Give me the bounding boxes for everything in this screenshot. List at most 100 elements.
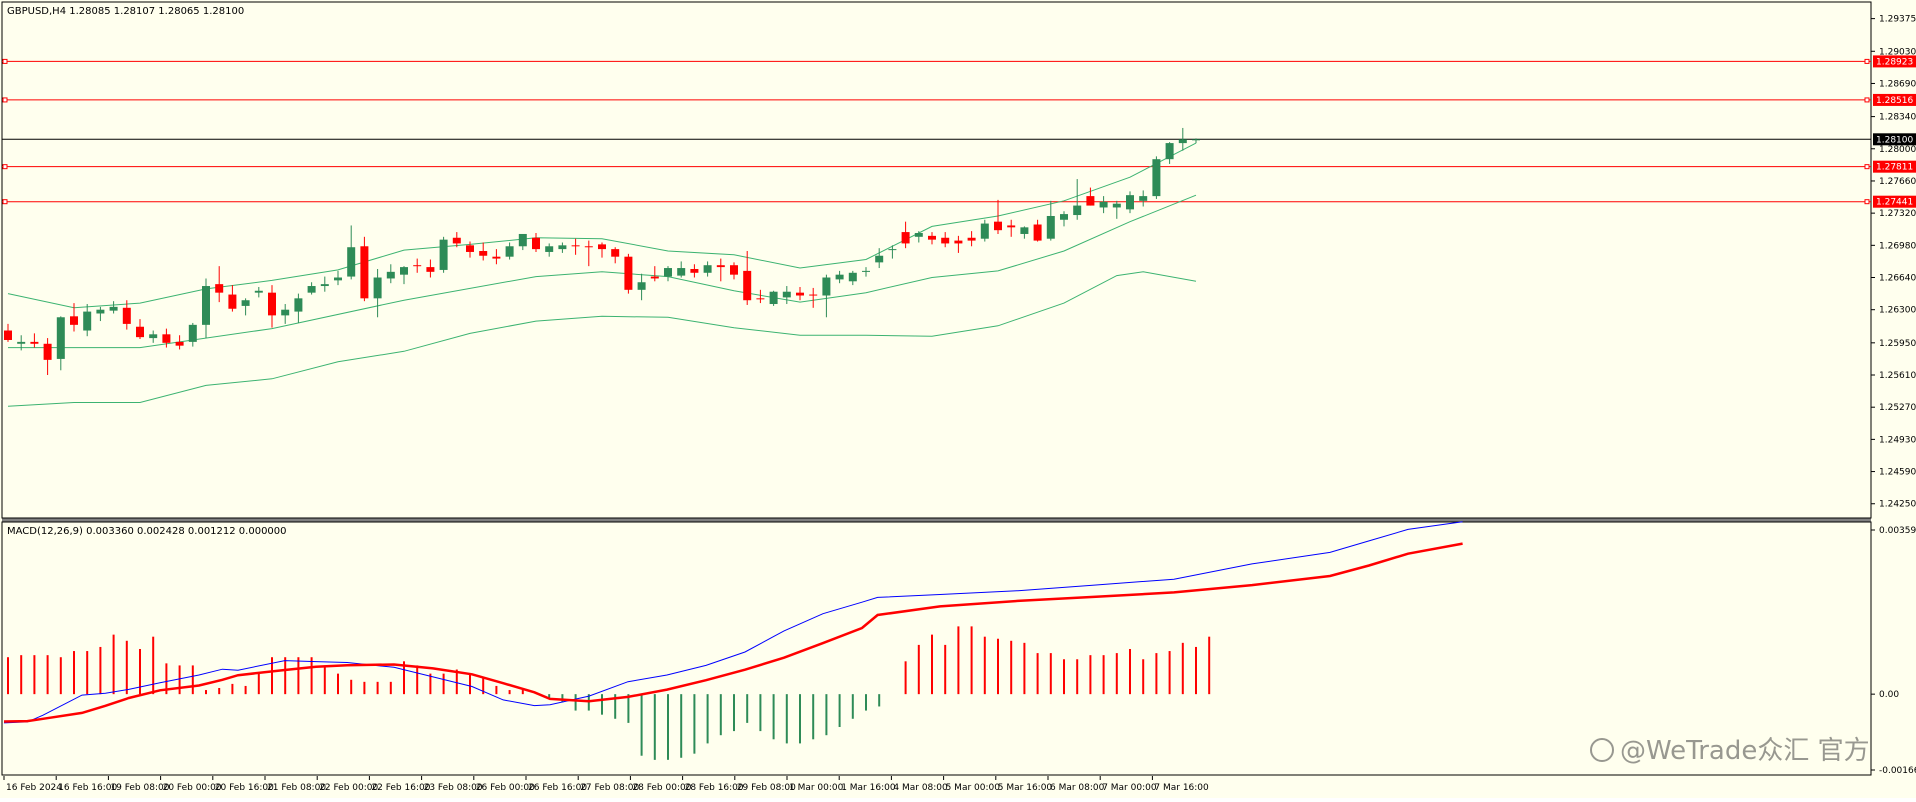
- candle: [43, 338, 52, 376]
- candle-body: [518, 233, 527, 247]
- candle: [215, 266, 224, 303]
- candle: [914, 231, 923, 243]
- candle-body: [17, 341, 26, 344]
- candle: [30, 333, 39, 348]
- candle-body: [479, 251, 488, 256]
- candle-body: [545, 246, 554, 252]
- candle-body: [1178, 139, 1187, 144]
- watermark-text: @WeTrade众汇 官方: [1620, 736, 1870, 766]
- candle-body: [835, 274, 844, 280]
- candle: [690, 264, 699, 278]
- candle: [980, 219, 989, 242]
- candle: [268, 285, 276, 328]
- candle: [281, 304, 290, 324]
- time-tick-label: 4 Mar 08:00: [893, 783, 948, 793]
- level-handle-right[interactable]: [1864, 164, 1870, 170]
- time-tick-label: 5 Mar 16:00: [998, 783, 1053, 793]
- candle-body: [202, 286, 210, 325]
- candle: [716, 258, 725, 282]
- candle: [202, 278, 210, 339]
- macd-tick-label: -0.001663: [1879, 766, 1916, 776]
- candle: [320, 276, 329, 292]
- candle: [400, 266, 408, 285]
- candle: [1007, 219, 1016, 237]
- candle-body: [281, 309, 290, 316]
- candle-body: [571, 245, 580, 247]
- candle: [1192, 138, 1200, 144]
- macd-pane-frame: [1, 521, 1872, 776]
- candle-body: [426, 267, 435, 272]
- price-tick-label: 1.26300: [1879, 306, 1916, 316]
- candle-body: [862, 270, 870, 272]
- candle: [809, 287, 818, 308]
- time-tick-label: 19 Feb 08:00: [110, 783, 169, 793]
- candle: [730, 262, 738, 280]
- macd-tick-label: 0.00: [1879, 690, 1899, 700]
- candle: [56, 316, 65, 371]
- level-handle-right[interactable]: [1864, 58, 1870, 64]
- candle-body: [83, 311, 92, 331]
- level-handle-left[interactable]: [2, 164, 8, 170]
- level-handle-left[interactable]: [2, 97, 8, 103]
- candle-body: [1073, 205, 1082, 216]
- candle-body: [980, 223, 989, 239]
- candle-body: [901, 232, 910, 244]
- candle: [994, 199, 1002, 234]
- price-tick-label: 1.24250: [1879, 500, 1916, 510]
- candle: [954, 235, 963, 253]
- candle: [162, 328, 171, 348]
- level-handle-left[interactable]: [2, 199, 8, 205]
- candle: [558, 242, 567, 253]
- level-handle-right[interactable]: [1864, 199, 1870, 205]
- price-tick-label: 1.29030: [1879, 47, 1916, 57]
- candle-body: [96, 309, 105, 314]
- candle: [822, 274, 831, 318]
- candle-body: [175, 341, 184, 346]
- candle-body: [254, 290, 263, 293]
- candle-body: [400, 267, 408, 275]
- level-handle-right[interactable]: [1864, 97, 1870, 103]
- price-tick-label: 1.27660: [1879, 177, 1916, 187]
- level-price-tag: [1873, 55, 1916, 68]
- candle-body: [413, 265, 422, 267]
- candle-body: [188, 324, 197, 342]
- time-tick-label: 29 Feb 08:00: [737, 783, 796, 793]
- candle-body: [690, 268, 699, 273]
- price-tick-label: 1.25950: [1879, 339, 1916, 349]
- candle: [888, 245, 897, 259]
- candle-body: [347, 247, 356, 277]
- candle: [1086, 187, 1095, 206]
- candle: [241, 298, 250, 316]
- candle-body: [888, 249, 897, 251]
- level-handle-left[interactable]: [2, 58, 8, 64]
- candle-body: [716, 265, 725, 268]
- candle-body: [730, 265, 738, 275]
- candle-body: [439, 239, 448, 270]
- candle: [452, 232, 461, 248]
- candle-body: [624, 256, 633, 290]
- candle: [796, 286, 804, 301]
- candle: [848, 270, 857, 286]
- time-tick-label: 6 Mar 08:00: [1050, 783, 1105, 793]
- candle-body: [941, 237, 950, 244]
- time-tick-label: 28 Feb 16:00: [685, 783, 744, 793]
- horizontal-levels: 1.28923 1.28516 1.27811 1.27441 1.28100: [2, 55, 1916, 208]
- candle-body: [650, 276, 659, 279]
- candle-body: [1033, 224, 1042, 241]
- candle-body: [268, 292, 276, 316]
- candle: [109, 301, 118, 314]
- candle: [677, 261, 686, 278]
- candle: [1046, 200, 1055, 241]
- candle: [650, 266, 659, 282]
- candle: [1112, 200, 1121, 219]
- candle: [545, 243, 554, 257]
- candle: [149, 330, 158, 343]
- candle-body: [1126, 195, 1134, 210]
- time-tick-label: 23 Feb 08:00: [424, 783, 483, 793]
- candle-body: [796, 292, 804, 296]
- time-tick-label: 21 Feb 08:00: [267, 783, 326, 793]
- time-tick-label: 16 Feb 16:00: [58, 783, 117, 793]
- level-price-tag: [1873, 160, 1916, 173]
- candle-body: [532, 237, 540, 250]
